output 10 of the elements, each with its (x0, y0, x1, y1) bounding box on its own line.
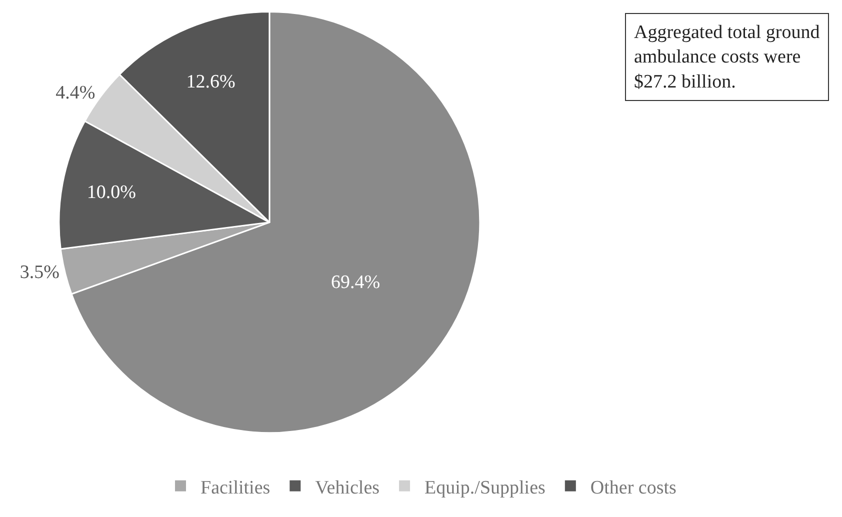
data-label: 4.4% (56, 82, 96, 104)
data-label: 10.0% (86, 182, 136, 203)
legend-label: Vehicles (315, 477, 380, 498)
data-label: 69.4% (330, 272, 380, 294)
legend-label: Facilities (200, 477, 270, 498)
legend-label: Equip./Supplies (424, 477, 546, 498)
legend-label: Other costs (590, 477, 676, 498)
data-label: 12.6% (186, 72, 236, 93)
data-label: 3.5% (20, 262, 60, 283)
text: Aggregated total ground ambulance costs were $27.2 billion. (634, 22, 820, 92)
